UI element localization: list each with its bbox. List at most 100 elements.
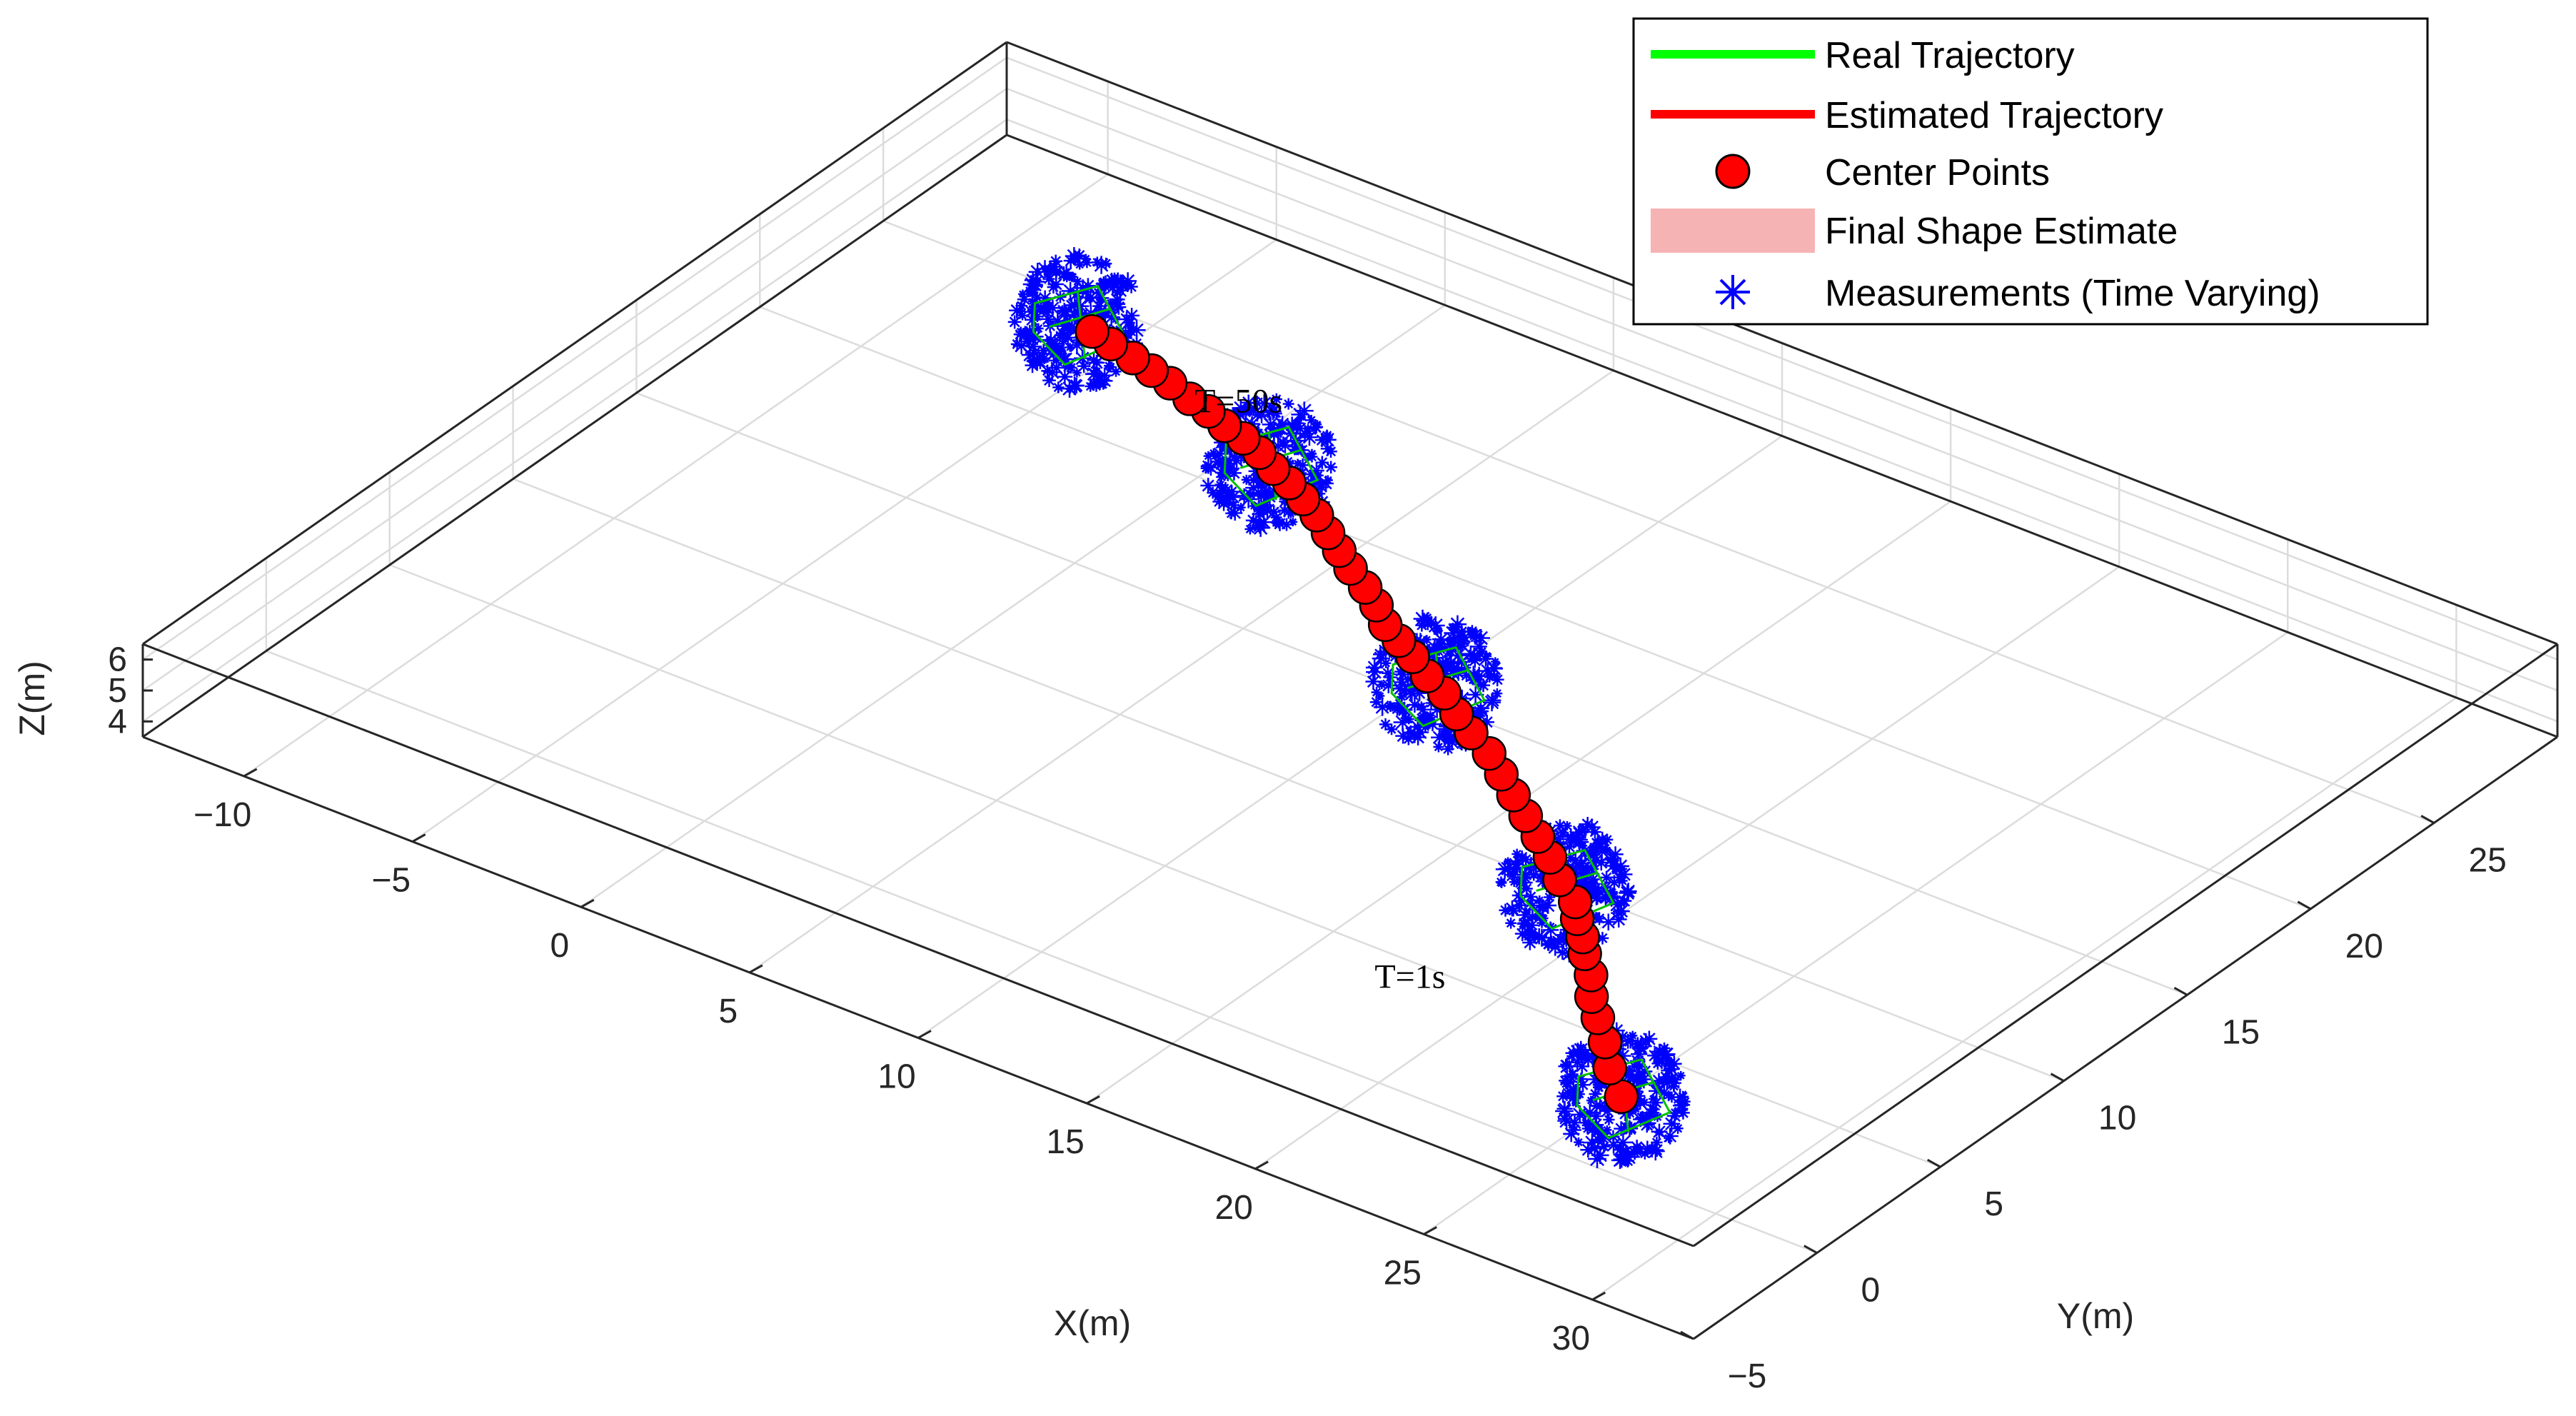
- measurement-marker: [1520, 882, 1533, 895]
- measurement-marker: [1437, 728, 1450, 740]
- axes-box-edge: [142, 134, 1007, 738]
- time-annotation: T=50s: [1194, 383, 1282, 421]
- measurement-marker: [1292, 421, 1308, 436]
- measurement-marker: [1495, 860, 1514, 879]
- measurement-marker: [1644, 1142, 1660, 1158]
- measurement-marker: [1080, 278, 1096, 294]
- measurement-marker: [1507, 868, 1517, 879]
- measurement-marker: [1024, 304, 1040, 320]
- measurement-marker: [1100, 257, 1112, 270]
- measurement-marker: [1027, 297, 1037, 306]
- measurement-marker: [1536, 918, 1547, 928]
- measurement-marker: [1379, 718, 1392, 730]
- measurement-marker: [1021, 346, 1039, 363]
- x-tick-label: 5: [719, 993, 738, 1030]
- measurement-marker: [1105, 273, 1119, 286]
- measurement-marker: [1394, 674, 1409, 690]
- measurement-marker: [1225, 446, 1234, 456]
- measurement-marker: [1632, 1089, 1646, 1103]
- floor-gridline-x: [412, 238, 1277, 843]
- measurement-marker: [1020, 326, 1033, 339]
- measurement-marker: [1448, 615, 1467, 633]
- measurement-marker: [1302, 465, 1320, 483]
- measurement-marker: [1041, 364, 1054, 378]
- measurement-marker: [1112, 274, 1128, 291]
- measurement-marker: [1442, 743, 1454, 755]
- measurement-marker: [1556, 826, 1569, 840]
- measurement-marker: [1567, 1088, 1581, 1102]
- measurement-marker: [1102, 308, 1121, 326]
- measurement-marker: [1603, 1113, 1615, 1126]
- x-tick-mark: [917, 1030, 932, 1039]
- measurement-marker: [1040, 311, 1056, 327]
- measurement-marker: [1551, 934, 1566, 949]
- measurement-marker: [1052, 381, 1065, 393]
- measurement-marker: [1110, 366, 1122, 377]
- measurement-marker: [1575, 863, 1589, 877]
- measurement-marker: [1227, 505, 1243, 521]
- y-tick-mark: [1803, 1245, 1818, 1254]
- measurement-marker: [1511, 848, 1523, 860]
- measurement-marker: [1296, 412, 1306, 422]
- measurement-marker: [1578, 1046, 1593, 1061]
- measurement-marker: [1619, 1120, 1634, 1135]
- measurement-marker: [1432, 636, 1450, 653]
- measurement-marker: [1271, 408, 1282, 419]
- measurement-marker: [1048, 360, 1065, 376]
- measurement-marker: [1611, 1151, 1629, 1169]
- measurement-marker: [1057, 343, 1066, 353]
- measurement-marker: [1284, 416, 1301, 433]
- measurement-marker: [1571, 1098, 1581, 1108]
- measurement-marker: [1569, 1043, 1587, 1061]
- measurement-marker: [1013, 328, 1027, 341]
- legend-label-real: Real Trajectory: [1825, 35, 2075, 76]
- measurement-marker: [1539, 913, 1549, 923]
- measurement-marker: [1524, 897, 1541, 914]
- x-tick-label: 0: [550, 927, 569, 965]
- measurement-marker: [1261, 404, 1278, 421]
- measurement-marker: [1491, 688, 1503, 699]
- measurement-marker: [1596, 932, 1609, 945]
- measurement-marker: [1663, 1115, 1681, 1133]
- measurement-marker: [1380, 677, 1397, 693]
- measurement-marker: [1639, 1148, 1651, 1160]
- measurement-marker: [1528, 930, 1542, 944]
- measurement-marker: [1566, 828, 1586, 847]
- measurement-marker: [1037, 343, 1050, 357]
- legend-label-center: Center Points: [1825, 152, 2050, 194]
- measurement-marker: [1443, 734, 1455, 747]
- real-trajectory-line: [1094, 328, 1626, 1095]
- measurement-marker: [1427, 640, 1443, 656]
- measurement-marker: [1576, 1078, 1590, 1092]
- measurement-marker: [1302, 452, 1312, 462]
- measurement-marker: [1426, 710, 1435, 720]
- measurement-marker: [1457, 635, 1471, 648]
- measurement-marker: [1616, 865, 1633, 883]
- measurement-marker: [1574, 1073, 1588, 1085]
- measurement-marker: [1273, 516, 1285, 529]
- measurement-marker: [1098, 379, 1109, 390]
- measurement-marker: [1631, 1045, 1648, 1063]
- measurement-marker: [1661, 1128, 1679, 1145]
- measurement-marker: [1495, 876, 1507, 888]
- measurement-marker: [1228, 452, 1245, 469]
- measurement-marker: [1312, 470, 1324, 481]
- measurement-marker: [1579, 868, 1591, 880]
- measurement-marker: [1593, 854, 1609, 871]
- measurement-marker: [1200, 478, 1217, 493]
- measurement-marker: [1381, 658, 1392, 668]
- measurement-marker: [1444, 733, 1461, 750]
- measurement-marker: [1617, 1106, 1633, 1121]
- measurement-marker: [1062, 359, 1075, 371]
- measurement-marker: [1639, 1140, 1656, 1157]
- estimated-trajectory-line: [1090, 328, 1626, 1098]
- measurement-marker: [1629, 1140, 1644, 1155]
- measurement-marker: [1044, 299, 1062, 316]
- measurement-marker: [1291, 405, 1309, 424]
- measurement-marker: [1025, 312, 1040, 328]
- measurement-marker: [1454, 625, 1469, 639]
- measurement-marker: [1041, 296, 1054, 309]
- y-tick-label: 25: [2468, 841, 2506, 879]
- x-tick-mark: [580, 898, 595, 908]
